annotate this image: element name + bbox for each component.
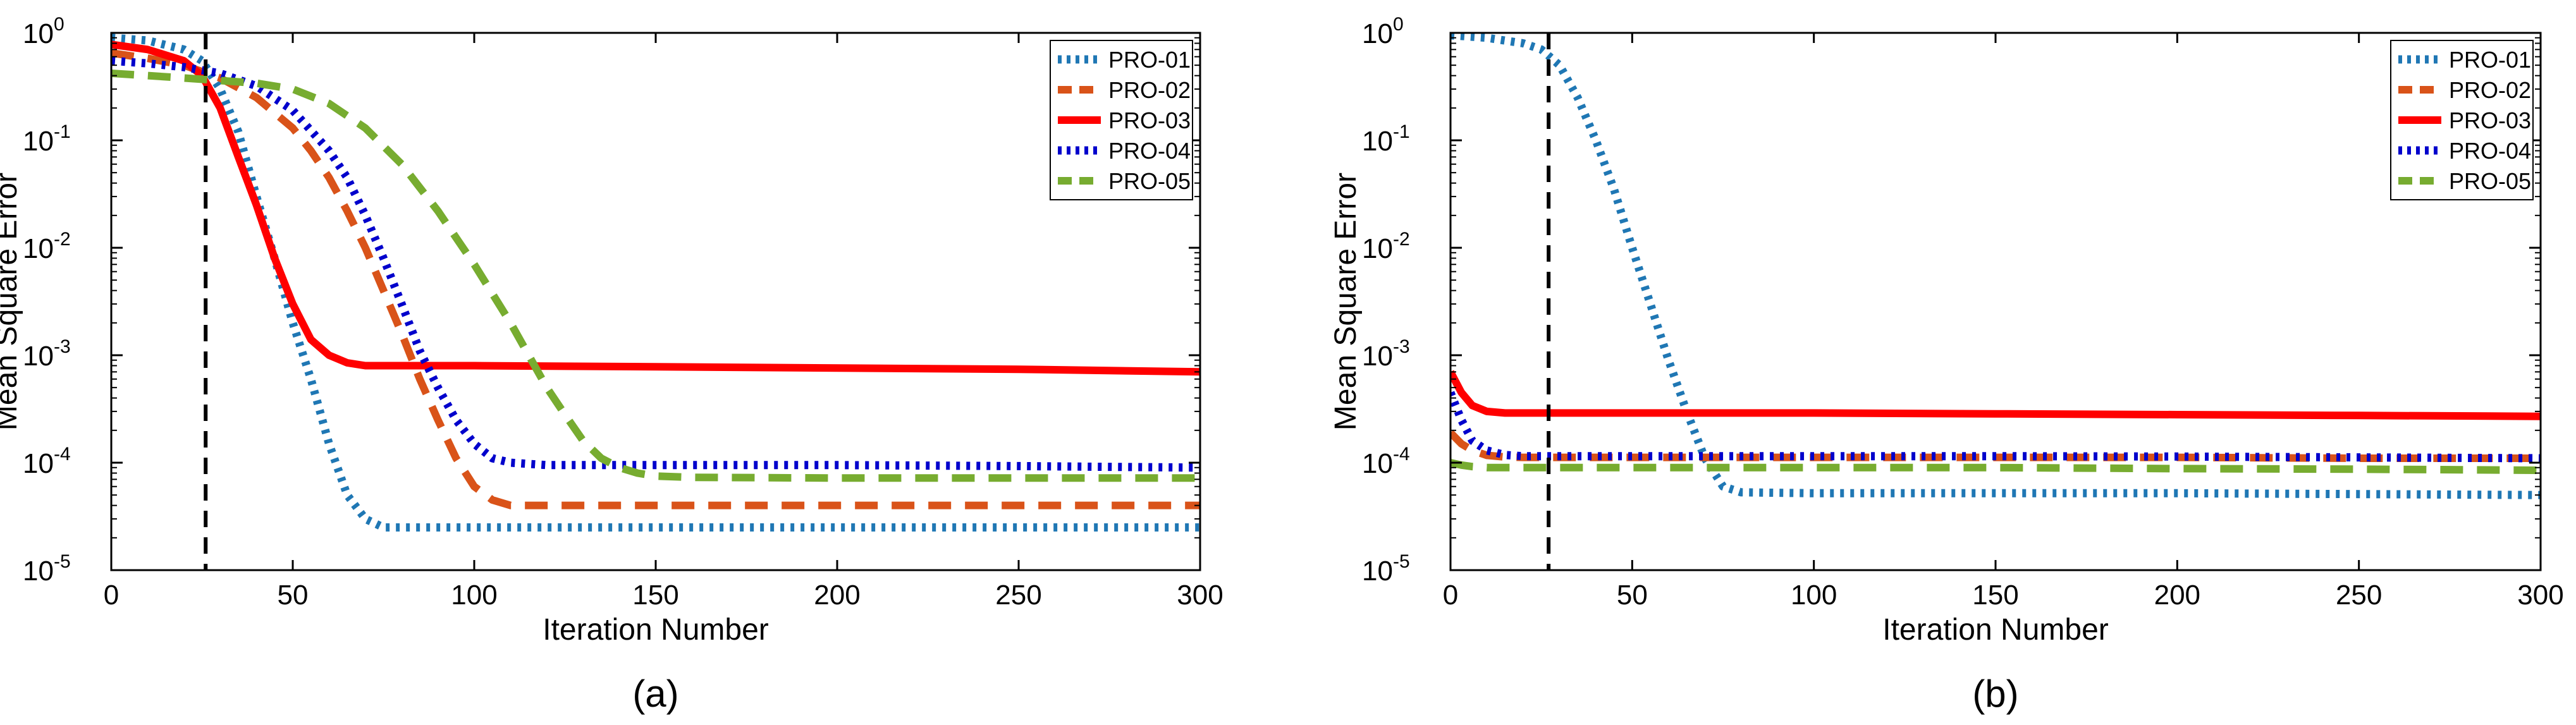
x-tick-label: 150 [1972,580,2018,611]
series-line-pro-02 [111,49,1200,509]
legend-label-pro-05: PRO-05 [2449,168,2531,194]
axes-box [110,32,1201,571]
y-tick-exponent: -1 [1393,121,1410,142]
x-tick-label: 300 [2517,580,2563,611]
x-tick-label: 50 [278,580,309,611]
series-line-pro-05 [1451,459,2541,474]
y-axis-label: Mean Square Error [1329,173,1363,430]
series-line-pro-04 [1451,391,2541,463]
y-tick-label: 10-2 [23,229,71,264]
x-axis-label: Iteration Number [1882,613,2109,647]
x-tick-label: 0 [1443,580,1458,611]
x-axis-label: Iteration Number [543,613,769,647]
y-tick-exponent: -3 [54,336,71,357]
x-tick-label: 150 [632,580,678,611]
legend: PRO-01 PRO-02 PRO-03 PRO-04 PRO-05 [2390,40,2534,200]
y-tick-label: 10-4 [23,444,71,479]
x-tick-label: 300 [1177,580,1223,611]
series-line-pro-03 [111,40,1200,376]
x-tick-label: 100 [451,580,497,611]
series-line-pro-01 [111,34,1200,532]
series-line-pro-01 [1451,33,2541,499]
x-tick-label: 200 [2154,580,2200,611]
y-tick-exponent: -2 [1393,229,1410,250]
y-tick-label: 10-2 [1362,229,1410,264]
x-tick-label: 200 [814,580,860,611]
y-tick-label: 10-4 [1362,444,1410,479]
x-tick-label: 250 [2336,580,2382,611]
series-line-pro-03 [1451,370,2541,420]
y-tick-label: 10-1 [23,121,71,157]
legend-label-pro-03: PRO-03 [1108,107,1191,133]
legend: PRO-01 PRO-02 PRO-03 PRO-04 PRO-05 [1050,40,1193,200]
series-group [1451,33,2541,499]
panel-label: (a) [632,673,678,715]
y-axis-label: Mean Square Error [0,173,23,430]
y-tick-exponent: -4 [1393,444,1410,465]
series-line-pro-05 [111,70,1200,482]
panel-label: (b) [1972,673,2018,715]
y-tick-exponent: -3 [1393,336,1410,357]
legend-label-pro-02: PRO-02 [2449,77,2531,103]
chart-panel-1: 0 50 100 150 200 250 300 10-5 10-4 10-3 10-2 10-1 10… [0,14,1224,715]
legend-label-pro-01: PRO-01 [2449,47,2531,73]
y-tick-exponent: -1 [54,121,71,142]
legend-label-pro-04: PRO-04 [1108,138,1191,164]
legend-label-pro-02: PRO-02 [1108,77,1191,103]
y-tick-label: 10-3 [1362,336,1410,372]
y-tick-label: 100 [1362,14,1404,49]
y-tick-label: 10-1 [1362,121,1410,157]
y-tick-exponent: -5 [54,551,71,572]
y-tick-exponent: 0 [1393,14,1404,35]
y-tick-label: 100 [23,14,64,49]
x-tick-label: 50 [1617,580,1648,611]
y-tick-label: 10-3 [23,336,71,372]
legend-label-pro-05: PRO-05 [1108,168,1191,194]
y-tick-exponent: -5 [1393,551,1410,572]
legend-label-pro-01: PRO-01 [1108,47,1191,73]
y-tick-exponent: -2 [54,229,71,250]
series-group [111,34,1200,532]
legend-label-pro-04: PRO-04 [2449,138,2531,164]
y-tick-label: 10-5 [23,551,71,587]
y-tick-label: 10-5 [1362,551,1410,587]
x-tick-label: 250 [995,580,1041,611]
y-tick-exponent: -4 [54,444,71,465]
chart-panel-2: 0 50 100 150 200 250 300 10-5 10-4 10-3 10-2 10-1 10… [1329,14,2564,715]
x-tick-label: 100 [1791,580,1837,611]
y-tick-exponent: 0 [54,14,64,35]
legend-label-pro-03: PRO-03 [2449,107,2531,133]
x-tick-label: 0 [104,580,119,611]
